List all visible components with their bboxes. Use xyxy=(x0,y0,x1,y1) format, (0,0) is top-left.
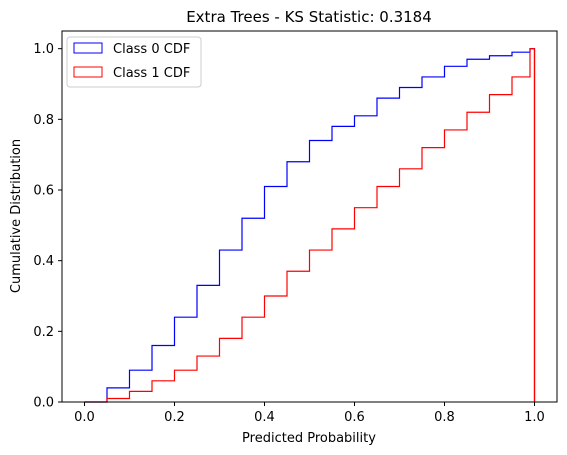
legend-label-class-1: Class 1 CDF xyxy=(113,66,190,81)
x-tick-label: 0.8 xyxy=(434,410,455,425)
y-tick-label: 0.8 xyxy=(33,113,54,128)
legend-swatch-class-0 xyxy=(73,42,103,54)
y-tick-label: 1.0 xyxy=(33,42,54,57)
series-line-class-0 xyxy=(84,48,536,403)
y-tick-label: 0.0 xyxy=(33,396,54,411)
x-tick-label: 1.0 xyxy=(524,410,545,425)
y-axis: 0.0 0.2 0.4 0.6 0.8 1.0 xyxy=(33,42,62,411)
x-tick-label: 0.0 xyxy=(74,410,95,425)
plot-area-frame xyxy=(61,30,558,403)
legend-swatch-class-1 xyxy=(73,66,103,78)
x-axis-label: Predicted Probability xyxy=(242,431,376,446)
series-line-class-1 xyxy=(84,48,536,403)
x-axis: 0.0 0.2 0.4 0.6 0.8 1.0 xyxy=(74,402,545,425)
legend: Class 0 CDF Class 1 CDF xyxy=(66,36,202,88)
x-tick-label: 0.6 xyxy=(344,410,365,425)
y-tick-label: 0.6 xyxy=(33,184,54,199)
y-tick-label: 0.4 xyxy=(33,254,54,269)
x-tick-label: 0.4 xyxy=(254,410,275,425)
x-tick-label: 0.2 xyxy=(164,410,185,425)
y-axis-label: Cumulative Distribution xyxy=(9,139,24,293)
series-layer xyxy=(84,48,536,403)
legend-label-class-0: Class 0 CDF xyxy=(113,42,190,57)
y-tick-label: 0.2 xyxy=(33,325,54,340)
chart-title: Extra Trees - KS Statistic: 0.3184 xyxy=(186,8,432,26)
legend-box xyxy=(66,36,202,88)
